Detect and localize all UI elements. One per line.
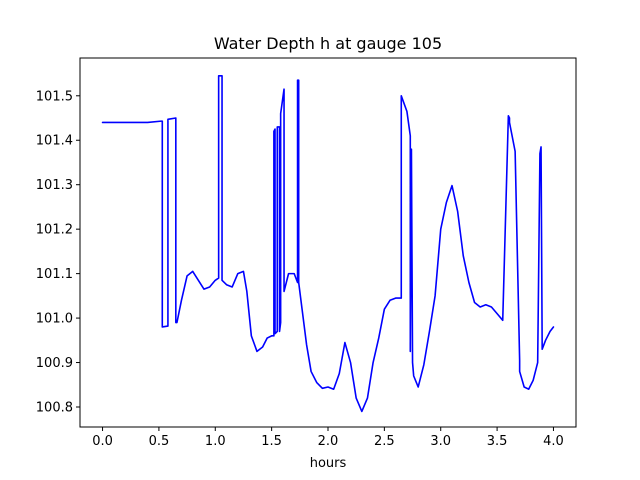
x-tick-label: 3.5 [487, 434, 508, 449]
x-axis-title: hours [310, 456, 347, 471]
y-axis: 100.8 100.9 101.0 101.1 101.2 101.3 101.4 101.5 [36, 89, 80, 415]
x-tick-label: 0.0 [92, 434, 113, 449]
y-tick-label: 101.5 [36, 89, 73, 104]
x-tick-label: 1.0 [205, 434, 226, 449]
y-tick-label: 100.8 [36, 400, 73, 415]
x-tick-label: 0.5 [149, 434, 170, 449]
series-layer [101, 74, 555, 413]
y-tick-label: 101.4 [36, 134, 73, 149]
x-tick-label: 2.0 [318, 434, 339, 449]
x-tick-label: 4.0 [543, 434, 564, 449]
y-tick-label: 101.0 [36, 312, 73, 327]
x-tick-label: 1.5 [261, 434, 282, 449]
y-tick-label: 101.1 [36, 267, 73, 282]
y-tick-label: 101.3 [36, 178, 73, 193]
chart-title: Water Depth h at gauge 105 [214, 34, 442, 53]
y-tick-label: 100.9 [36, 356, 73, 371]
y-tick-label: 101.2 [36, 223, 73, 238]
series-line-0 [101, 74, 555, 413]
x-tick-label: 3.0 [430, 434, 451, 449]
x-tick-label: 2.5 [374, 434, 395, 449]
x-axis: 0.0 0.5 1.0 1.5 2.0 2.5 3.0 3.5 4.0 [92, 427, 564, 449]
